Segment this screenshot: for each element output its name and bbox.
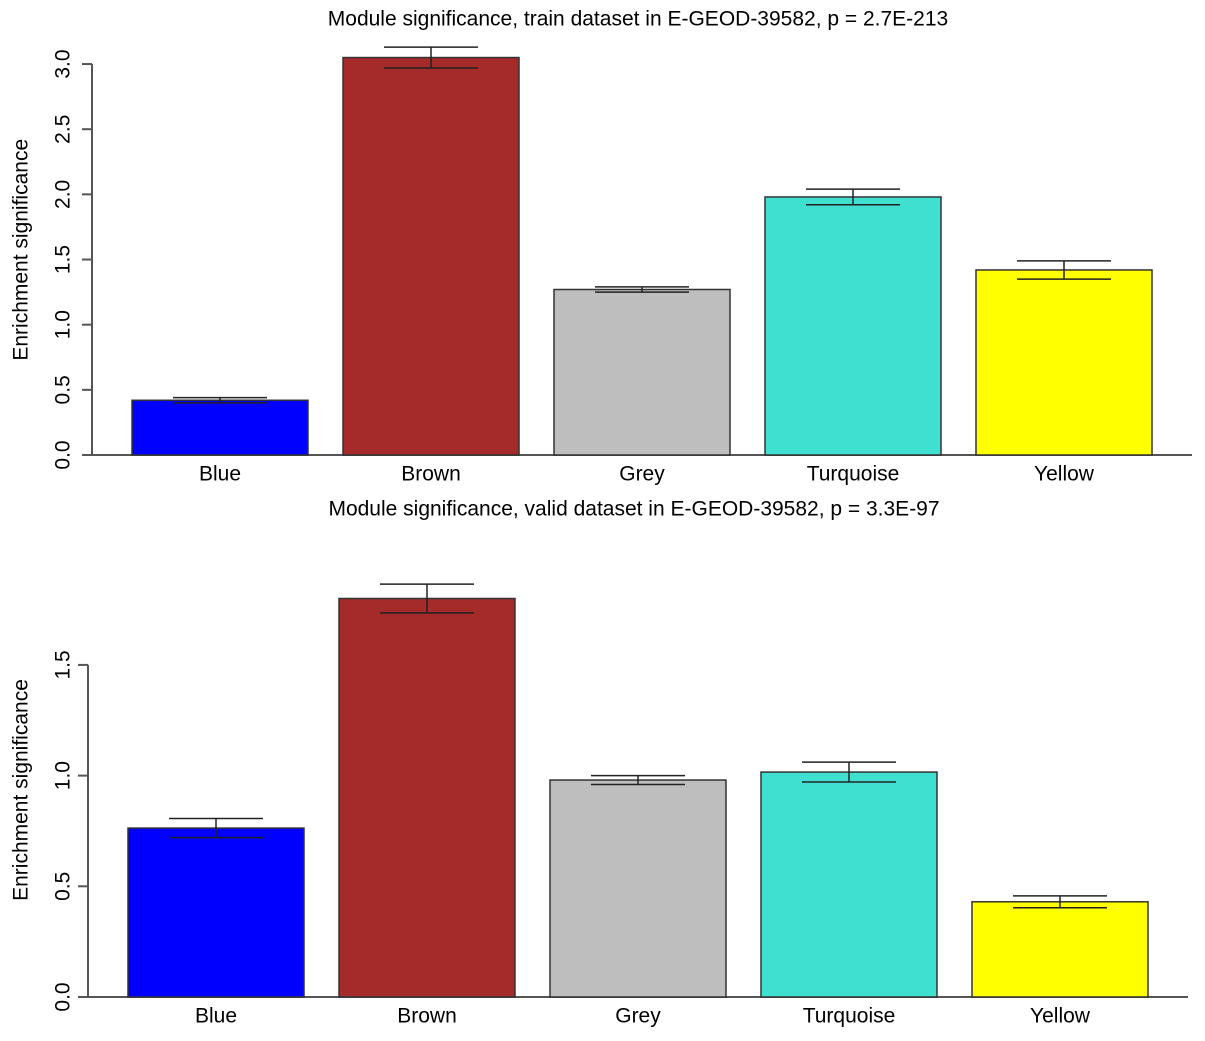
y-tick-label: 0.5 bbox=[52, 872, 75, 901]
x-tick-label: Turquoise bbox=[803, 1005, 896, 1028]
x-tick-label: Grey bbox=[615, 1005, 661, 1028]
bar bbox=[131, 399, 309, 456]
y-tick-label: 0.0 bbox=[52, 982, 75, 1011]
y-axis-title: Enrichment significance bbox=[10, 679, 33, 901]
bar bbox=[338, 597, 516, 998]
x-tick-label: Yellow bbox=[1034, 463, 1095, 486]
bar bbox=[760, 771, 938, 998]
bar bbox=[553, 288, 731, 456]
y-tick-label: 3.0 bbox=[52, 49, 75, 78]
x-tick-label: Yellow bbox=[1030, 1005, 1091, 1028]
x-tick-label: Grey bbox=[619, 463, 665, 486]
bar bbox=[127, 827, 305, 998]
bar bbox=[764, 196, 942, 456]
bar bbox=[971, 901, 1149, 998]
y-tick-label: 1.5 bbox=[52, 650, 75, 679]
x-tick-label: Brown bbox=[397, 1005, 457, 1028]
x-tick-label: Turquoise bbox=[807, 463, 900, 486]
y-tick-label: 1.0 bbox=[52, 761, 75, 790]
y-tick-label: 2.5 bbox=[52, 115, 75, 144]
y-tick-label: 2.0 bbox=[52, 180, 75, 209]
x-tick-label: Blue bbox=[199, 463, 241, 486]
x-tick-label: Blue bbox=[195, 1005, 237, 1028]
y-axis-title: Enrichment significance bbox=[10, 139, 33, 361]
y-tick-label: 0.0 bbox=[52, 440, 75, 469]
y-tick-label: 1.0 bbox=[52, 310, 75, 339]
x-tick-label: Brown bbox=[401, 463, 461, 486]
y-tick-label: 1.5 bbox=[52, 245, 75, 274]
chart-title: Module significance, valid dataset in E-… bbox=[328, 498, 939, 521]
bar bbox=[549, 779, 727, 998]
bar bbox=[975, 269, 1153, 456]
bar bbox=[342, 56, 520, 456]
chart-title: Module significance, train dataset in E-… bbox=[328, 8, 948, 31]
y-tick-label: 0.5 bbox=[52, 375, 75, 404]
